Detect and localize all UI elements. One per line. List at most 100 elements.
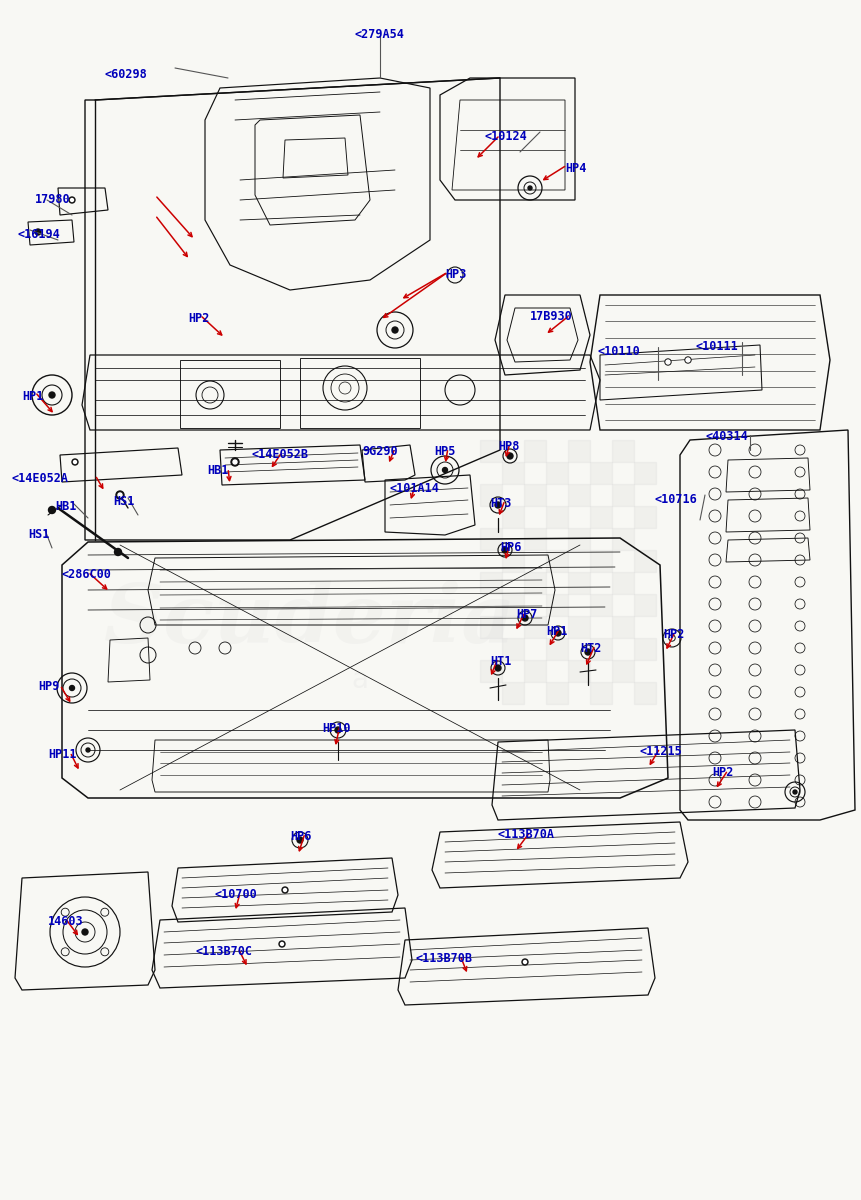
Text: <11215: <11215 <box>639 745 682 758</box>
Text: <10110: <10110 <box>598 346 640 358</box>
Bar <box>589 462 611 484</box>
Bar <box>633 682 655 704</box>
Circle shape <box>585 649 591 655</box>
Text: HS1: HS1 <box>28 528 49 541</box>
Text: <279A54: <279A54 <box>355 28 405 41</box>
Circle shape <box>73 461 77 463</box>
Text: HT3: HT3 <box>489 497 511 510</box>
Text: HT2: HT2 <box>579 642 601 655</box>
Circle shape <box>523 960 526 964</box>
Text: HP6: HP6 <box>289 830 311 842</box>
Bar <box>611 484 633 506</box>
Bar <box>567 440 589 462</box>
Text: HP4: HP4 <box>564 162 585 175</box>
Bar <box>480 440 501 462</box>
Bar <box>501 594 523 616</box>
Bar <box>523 660 545 682</box>
Circle shape <box>279 941 285 947</box>
Text: <10111: <10111 <box>695 340 738 353</box>
Circle shape <box>442 468 447 473</box>
Circle shape <box>554 630 561 636</box>
Text: <113B70C: <113B70C <box>195 946 253 958</box>
Text: HP3: HP3 <box>444 268 466 281</box>
Bar <box>611 440 633 462</box>
Bar <box>589 550 611 572</box>
Text: <60298: <60298 <box>105 68 147 80</box>
Circle shape <box>71 198 73 202</box>
Circle shape <box>668 635 674 641</box>
Bar <box>545 462 567 484</box>
Text: HP9: HP9 <box>38 680 59 692</box>
Text: <10700: <10700 <box>214 888 257 901</box>
Circle shape <box>282 887 288 893</box>
Bar <box>611 616 633 638</box>
Text: HP11: HP11 <box>48 748 77 761</box>
Circle shape <box>280 942 283 946</box>
Text: HP1: HP1 <box>22 390 43 403</box>
Bar <box>480 572 501 594</box>
Text: Scuderia: Scuderia <box>103 580 516 660</box>
Bar <box>545 594 567 616</box>
Bar <box>501 550 523 572</box>
Circle shape <box>232 460 237 464</box>
Bar <box>523 484 545 506</box>
Text: HB1: HB1 <box>207 464 228 476</box>
Bar <box>523 616 545 638</box>
Bar <box>501 638 523 660</box>
Circle shape <box>118 493 122 497</box>
Text: <101A14: <101A14 <box>389 482 439 494</box>
Text: HB1: HB1 <box>55 500 77 514</box>
Text: 9G290: 9G290 <box>362 445 397 458</box>
Circle shape <box>231 458 238 466</box>
Text: HS1: HS1 <box>113 494 134 508</box>
Bar <box>589 638 611 660</box>
Bar <box>480 660 501 682</box>
Bar <box>567 572 589 594</box>
Circle shape <box>48 506 55 514</box>
Text: <10716: <10716 <box>654 493 697 506</box>
Text: 14603: 14603 <box>48 914 84 928</box>
Bar <box>611 528 633 550</box>
Circle shape <box>297 838 303 842</box>
Circle shape <box>664 359 670 365</box>
Circle shape <box>115 548 121 556</box>
Bar <box>523 440 545 462</box>
Bar <box>480 528 501 550</box>
Text: HT1: HT1 <box>489 655 511 668</box>
Bar <box>567 660 589 682</box>
Bar <box>633 594 655 616</box>
Circle shape <box>116 491 124 499</box>
Bar <box>523 572 545 594</box>
Bar <box>501 682 523 704</box>
Text: HP5: HP5 <box>433 445 455 458</box>
Bar <box>545 682 567 704</box>
Circle shape <box>70 685 74 690</box>
Bar <box>501 506 523 528</box>
Text: <286C00: <286C00 <box>62 568 112 581</box>
Bar <box>545 550 567 572</box>
Bar <box>545 638 567 660</box>
Bar <box>589 682 611 704</box>
Text: <16194: <16194 <box>18 228 60 241</box>
Bar <box>633 506 655 528</box>
Circle shape <box>392 326 398 332</box>
Circle shape <box>792 790 796 794</box>
Circle shape <box>82 929 88 935</box>
Circle shape <box>685 358 689 362</box>
Text: <14E052B: <14E052B <box>251 448 308 461</box>
Text: HP8: HP8 <box>498 440 519 452</box>
Text: HP10: HP10 <box>322 722 350 734</box>
Bar <box>633 550 655 572</box>
Bar <box>611 660 633 682</box>
Bar <box>480 484 501 506</box>
Text: 17B930: 17B930 <box>530 310 572 323</box>
Bar <box>501 462 523 484</box>
Circle shape <box>666 360 669 364</box>
Bar <box>589 594 611 616</box>
Bar <box>589 506 611 528</box>
Circle shape <box>669 636 673 640</box>
Circle shape <box>494 502 500 508</box>
Bar <box>567 528 589 550</box>
Circle shape <box>528 186 531 190</box>
Text: <113B70B: <113B70B <box>416 952 473 965</box>
